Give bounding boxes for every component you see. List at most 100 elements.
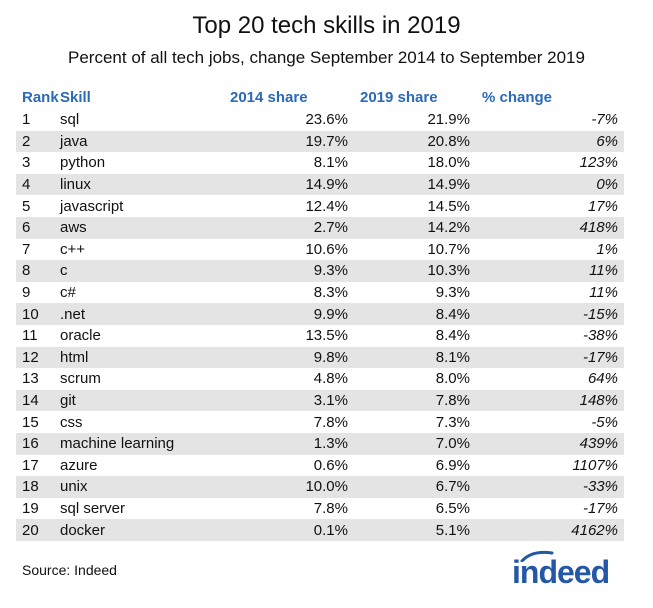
table-row: 9 c# 8.3% 9.3% 11% (16, 282, 624, 304)
cell-skill: linux (54, 173, 224, 196)
cell-rank: 5 (22, 197, 31, 215)
cell-2014-share: 10.0% (224, 476, 354, 498)
cell-skill: html (54, 346, 224, 369)
cell-rank: 4 (16, 173, 54, 196)
table-row: 13 scrum 4.8% 8.0% 64% (16, 368, 624, 390)
indeed-logo: indeed (512, 554, 610, 590)
cell-2014-share: 0.1% (224, 519, 354, 541)
cell-2019-share: 18.0% (427, 154, 470, 172)
cell-percent-change: 123% (579, 154, 618, 172)
cell-2014-share: 1.3% (224, 432, 354, 455)
table-row: 10 .net 9.9% 8.4% -15% (16, 303, 624, 325)
cell-rank: 16 (16, 432, 54, 455)
cell-percent-change: 148% (476, 389, 624, 412)
cell-rank: 20 (16, 519, 54, 541)
cell-2014-share: 0.6% (313, 456, 348, 474)
cell-skill: css (60, 413, 83, 431)
table-row: 4 linux 14.9% 14.9% 0% (16, 173, 624, 196)
cell-percent-change: 0% (476, 173, 624, 196)
chart-subtitle: Percent of all tech jobs, change Septemb… (68, 48, 585, 67)
cell-2019-share: 9.3% (435, 284, 470, 302)
table-row: 2 java 19.7% 20.8% 6% (16, 130, 624, 153)
cell-rank: 1 (22, 111, 31, 129)
table-row: 3 python 8.1% 18.0% 123% (16, 152, 624, 174)
cell-percent-change: 1107% (572, 456, 618, 474)
cell-skill: docker (54, 519, 224, 541)
table-row: 15 css 7.8% 7.3% -5% (16, 411, 624, 433)
cell-2019-share: 14.2% (354, 216, 476, 239)
cell-rank: 9 (22, 284, 31, 302)
cell-2019-share: 10.7% (427, 240, 470, 258)
table-row: 6 aws 2.7% 14.2% 418% (16, 216, 624, 239)
table-row: 20 docker 0.1% 5.1% 4162% (16, 519, 624, 541)
cell-2019-share: 8.0% (435, 370, 470, 388)
cell-2019-share: 14.5% (427, 197, 470, 215)
indeed-logo-arc-icon (520, 550, 554, 562)
cell-2019-share: 21.9% (427, 111, 470, 129)
cell-skill: c (54, 260, 224, 282)
cell-2014-share: 10.6% (305, 240, 348, 258)
table-row: 7 c++ 10.6% 10.7% 1% (16, 239, 624, 261)
cell-percent-change: 64% (587, 370, 618, 388)
cell-skill: oracle (60, 327, 101, 345)
cell-skill: sql server (60, 499, 126, 517)
cell-2014-share: 4.8% (313, 370, 348, 388)
cell-2014-share: 14.9% (224, 173, 354, 196)
cell-2019-share: 6.9% (435, 456, 470, 474)
table-row: 1 sql 23.6% 21.9% -7% (16, 109, 624, 131)
cell-2014-share: 2.7% (224, 216, 354, 239)
cell-2019-share: 6.5% (435, 499, 470, 517)
cell-percent-change: 6% (476, 130, 624, 153)
cell-percent-change: 418% (476, 216, 624, 239)
header-percent-change: % change (482, 89, 553, 106)
cell-rank: 15 (22, 413, 39, 431)
cell-percent-change: -17% (582, 499, 618, 517)
cell-2019-share: 20.8% (354, 130, 476, 153)
cell-2014-share: 8.3% (313, 284, 348, 302)
cell-percent-change: 1% (596, 240, 618, 258)
cell-rank: 13 (22, 370, 39, 388)
table-body: 1 sql 23.6% 21.9% -7% 2 java 19.7% 20.8% 6% 3 pytho… (16, 109, 624, 541)
cell-2014-share: 12.4% (305, 197, 348, 215)
table-row: 11 oracle 13.5% 8.4% -38% (16, 325, 624, 347)
cell-skill: sql (60, 111, 80, 129)
header-rank: Rank (22, 89, 59, 106)
cell-rank: 10 (16, 303, 54, 325)
cell-skill: machine learning (54, 432, 224, 455)
cell-2019-share: 5.1% (354, 519, 476, 541)
cell-2014-share: 3.1% (224, 389, 354, 412)
cell-2019-share: 14.9% (354, 173, 476, 196)
cell-skill: c# (60, 284, 76, 302)
cell-percent-change: 11% (589, 284, 618, 302)
header-skill: Skill (60, 89, 91, 106)
cell-rank: 12 (16, 346, 54, 369)
cell-rank: 17 (22, 456, 39, 474)
cell-skill: git (54, 389, 224, 412)
cell-percent-change: -33% (476, 476, 624, 498)
cell-2014-share: 7.8% (313, 499, 348, 517)
cell-percent-change: -17% (476, 346, 624, 369)
cell-rank: 19 (22, 499, 39, 517)
table-row: 17 azure 0.6% 6.9% 1107% (16, 455, 624, 477)
cell-2019-share: 8.4% (354, 303, 476, 325)
cell-skill: unix (54, 476, 224, 498)
cell-rank: 14 (16, 389, 54, 412)
cell-percent-change: 439% (476, 432, 624, 455)
cell-rank: 8 (16, 260, 54, 282)
cell-2014-share: 19.7% (224, 130, 354, 153)
cell-skill: .net (54, 303, 224, 325)
cell-2019-share: 8.4% (435, 327, 470, 345)
cell-2014-share: 23.6% (305, 111, 348, 129)
cell-2019-share: 6.7% (354, 476, 476, 498)
cell-rank: 18 (16, 476, 54, 498)
cell-percent-change: -7% (591, 111, 618, 129)
cell-2019-share: 7.3% (435, 413, 470, 431)
cell-2014-share: 7.8% (313, 413, 348, 431)
cell-rank: 2 (16, 130, 54, 153)
cell-skill: java (54, 130, 224, 153)
cell-rank: 3 (22, 154, 31, 172)
cell-skill: c++ (60, 240, 86, 258)
cell-2014-share: 9.3% (224, 260, 354, 282)
cell-percent-change: 4162% (476, 519, 624, 541)
table-row: 8 c 9.3% 10.3% 11% (16, 260, 624, 282)
